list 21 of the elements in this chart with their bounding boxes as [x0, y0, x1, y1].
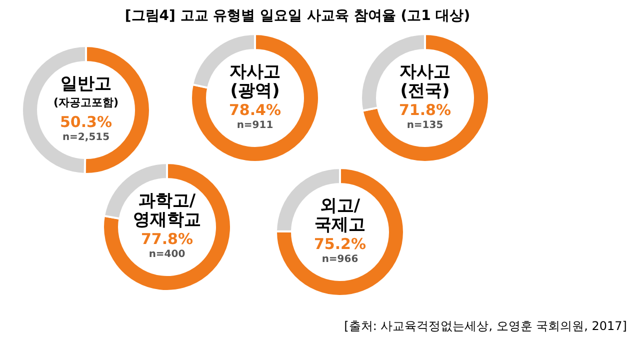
text: 일반고 (자공고포함) — [53, 74, 119, 109]
donut-slice — [102, 162, 232, 292]
text: 자사고 (광역) — [230, 62, 280, 101]
text: n=911 — [236, 120, 274, 131]
data-label: 71.8% — [398, 101, 452, 119]
donut-slice — [275, 167, 405, 297]
data-label: 75.2% — [314, 235, 366, 253]
text: n=2,515 — [62, 132, 110, 143]
data-label: 50.3% — [60, 113, 112, 131]
data-label: 78.4% — [228, 101, 282, 119]
text: n=966 — [322, 254, 358, 265]
donut-slice — [361, 33, 490, 163]
text: [그림4] 고교 유형별 일요일 사교육 참여율 (고1 대상) — [124, 8, 470, 24]
text: n=135 — [406, 120, 444, 131]
text: n=400 — [148, 249, 186, 260]
donut-slice — [190, 33, 320, 163]
text: 자사고 (전국) — [400, 62, 450, 101]
text: [출처: 사교육걱정없는세상, 오영훈 국회의원, 2017] — [344, 319, 627, 333]
text: 외고/ 국제고 — [314, 196, 366, 235]
text: 과학고/ 영재학교 — [133, 191, 201, 230]
data-label: 77.8% — [140, 230, 194, 248]
